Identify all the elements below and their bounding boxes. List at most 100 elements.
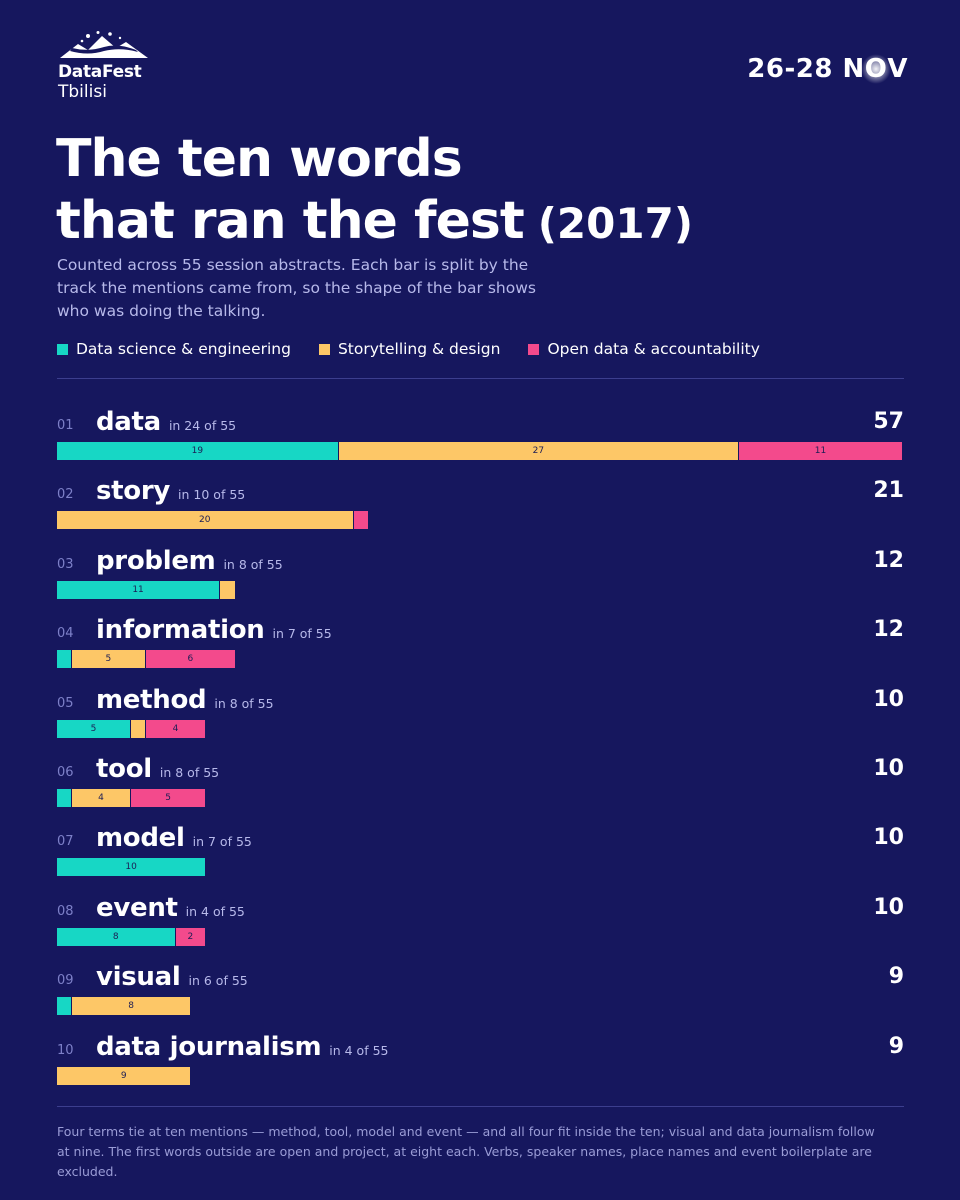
bar-segment: 5 xyxy=(71,650,146,668)
doc-count-label: in 10 of 55 xyxy=(178,487,246,502)
stacked-bar: 9 xyxy=(57,1067,191,1085)
dates-suffix: V xyxy=(887,54,908,84)
rank-label: 02 xyxy=(57,487,74,502)
rank-label: 04 xyxy=(57,626,74,641)
total-label: 10 xyxy=(873,895,904,920)
bar-segment: 20 xyxy=(57,511,354,529)
bar-segment xyxy=(353,511,369,529)
stacked-bar: 20 xyxy=(57,511,369,529)
total-label: 12 xyxy=(873,548,904,573)
doc-count-label: in 8 of 55 xyxy=(214,696,274,711)
word-label: visual xyxy=(96,962,181,992)
total-label: 10 xyxy=(873,825,904,850)
dates-glow-letter: O xyxy=(864,54,888,84)
rank-label: 06 xyxy=(57,765,74,780)
bar-row: 04 information in 7 of 55 12 5 6 xyxy=(57,614,904,668)
bar-segment: 4 xyxy=(71,789,132,807)
word-line: method in 8 of 55 xyxy=(96,684,274,716)
rank-label: 07 xyxy=(57,834,74,849)
bar-segment xyxy=(220,581,235,599)
word-label: event xyxy=(96,893,178,923)
page-title: The ten words that ran the fest (2017) xyxy=(56,128,693,255)
doc-count-label: in 7 of 55 xyxy=(272,626,332,641)
total-label: 10 xyxy=(873,687,904,712)
bar-segment: 8 xyxy=(71,997,191,1015)
bar-segment: 8 xyxy=(57,928,176,946)
word-line: problem in 8 of 55 xyxy=(96,545,283,577)
word-label: tool xyxy=(96,754,152,784)
word-line: data in 24 of 55 xyxy=(96,406,236,438)
bar-segment xyxy=(57,997,72,1015)
legend-item-data-science: Data science & engineering xyxy=(57,340,291,358)
doc-count-label: in 24 of 55 xyxy=(168,418,237,433)
word-line: event in 4 of 55 xyxy=(96,892,245,924)
rank-label: 01 xyxy=(57,418,74,433)
word-label: model xyxy=(96,823,185,853)
word-label: problem xyxy=(96,546,216,576)
doc-count-label: in 7 of 55 xyxy=(192,834,252,849)
footnote: Four terms tie at ten mentions — method,… xyxy=(57,1124,875,1179)
word-line: information in 7 of 55 xyxy=(96,614,332,646)
total-label: 9 xyxy=(888,1034,904,1059)
bar-segment: 27 xyxy=(338,442,739,460)
bar-segment: 2 xyxy=(175,928,206,946)
bar-row: 06 tool in 8 of 55 10 4 5 xyxy=(57,753,904,807)
doc-count-label: in 8 of 55 xyxy=(223,557,283,572)
bar-row: 03 problem in 8 of 55 12 11 xyxy=(57,545,904,599)
bar-segment: 5 xyxy=(131,789,206,807)
legend-label: Data science & engineering xyxy=(76,340,291,358)
bar-segment: 6 xyxy=(145,650,235,668)
chart-legend: Data science & engineering Storytelling … xyxy=(57,340,760,358)
bar-segment: 11 xyxy=(57,581,221,599)
divider-bottom xyxy=(57,1106,904,1107)
bar-segment: 11 xyxy=(738,442,903,460)
title-line-2-text: that ran the fest xyxy=(56,191,525,251)
bar-segment: 10 xyxy=(57,858,206,876)
word-line: data journalism in 4 of 55 xyxy=(96,1031,388,1063)
word-line: story in 10 of 55 xyxy=(96,475,245,507)
bar-segment: 4 xyxy=(145,720,206,738)
legend-label: Open data & accountability xyxy=(547,340,760,358)
bar-row: 07 model in 7 of 55 10 10 xyxy=(57,822,904,876)
legend-item-storytelling: Storytelling & design xyxy=(318,340,501,358)
bar-row: 02 story in 10 of 55 21 20 xyxy=(57,475,904,529)
doc-count-label: in 4 of 55 xyxy=(185,904,245,919)
rank-label: 05 xyxy=(57,696,74,711)
total-label: 10 xyxy=(873,756,904,781)
legend-swatch xyxy=(57,343,68,355)
bar-segment xyxy=(131,720,146,738)
title-line-1: The ten words xyxy=(56,129,463,189)
word-label: story xyxy=(96,476,171,506)
bar-row: 08 event in 4 of 55 10 8 2 xyxy=(57,892,904,946)
total-label: 12 xyxy=(873,617,904,642)
stacked-bar: 8 xyxy=(57,997,191,1015)
rank-label: 03 xyxy=(57,557,74,572)
bar-row: 10 data journalism in 4 of 55 9 9 xyxy=(57,1031,904,1085)
doc-count-label: in 4 of 55 xyxy=(329,1043,389,1058)
legend-label: Storytelling & design xyxy=(337,340,501,358)
total-label: 57 xyxy=(873,409,904,434)
brand-name: DataFest xyxy=(58,62,142,82)
bar-segment xyxy=(57,789,72,807)
bar-row: 01 data in 24 of 55 57 19 27 11 xyxy=(57,406,904,460)
stacked-bar: 19 27 11 xyxy=(57,442,903,460)
total-label: 21 xyxy=(873,478,904,503)
legend-swatch xyxy=(318,343,330,355)
stacked-bar: 11 xyxy=(57,581,235,599)
mountains-logo-icon xyxy=(60,31,148,58)
stacked-bar: 10 xyxy=(57,858,206,876)
legend-swatch xyxy=(528,343,540,355)
word-line: visual in 6 of 55 xyxy=(96,961,248,993)
title-year: (2017) xyxy=(537,199,694,248)
word-label: method xyxy=(96,685,207,715)
brand-city: Tbilisi xyxy=(58,82,107,102)
rank-label: 09 xyxy=(57,973,74,988)
legend-item-open-data: Open data & accountability xyxy=(528,340,760,358)
event-dates: 26-28 NOV xyxy=(747,54,908,84)
bar-segment xyxy=(57,650,72,668)
word-label: data xyxy=(96,407,161,437)
bar-row: 09 visual in 6 of 55 9 8 xyxy=(57,961,904,1015)
